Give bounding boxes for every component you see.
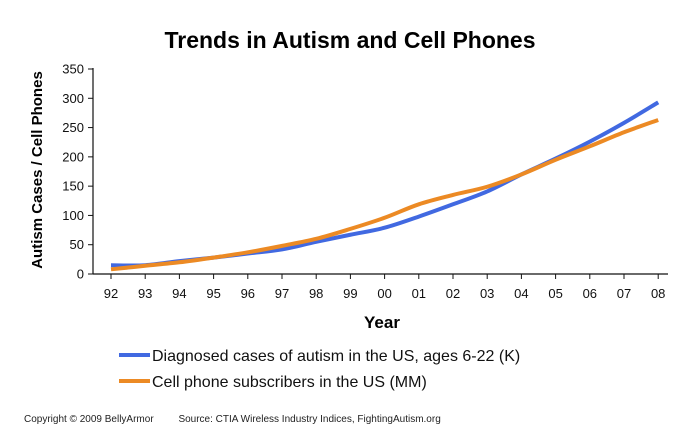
x-axis-label: Year: [364, 313, 400, 332]
x-tick-label: 93: [138, 286, 152, 301]
x-tick-label: 95: [206, 286, 220, 301]
x-tick-label: 07: [617, 286, 631, 301]
x-tick-label: 01: [412, 286, 426, 301]
x-tick-label: 99: [343, 286, 357, 301]
y-ticks: 0 50 100 150 200 250 300 350: [62, 62, 93, 282]
y-tick-label: 200: [62, 149, 84, 164]
footer: Copyright © 2009 BellyArmor Source: CTIA…: [24, 414, 463, 425]
legend: Diagnosed cases of autism in the US, age…: [119, 348, 520, 391]
y-tick-label: 0: [77, 267, 84, 282]
x-tick-label: 04: [514, 286, 528, 301]
x-tick-label: 97: [275, 286, 289, 301]
y-tick-label: 150: [62, 179, 84, 194]
y-axis-label: Autism Cases / Cell Phones: [29, 71, 46, 269]
x-tick-label: 92: [104, 286, 118, 301]
legend-label: Cell phone subscribers in the US (MM): [152, 374, 427, 391]
x-tick-label: 06: [583, 286, 597, 301]
y-tick-label: 100: [62, 208, 84, 223]
copyright-text: Copyright © 2009 BellyArmor: [24, 414, 154, 425]
y-tick-label: 350: [62, 62, 84, 77]
y-tick-label: 300: [62, 91, 84, 106]
series-line-autism: [110, 100, 660, 268]
y-tick-label: 50: [70, 237, 84, 252]
x-tick-label: 98: [309, 286, 323, 301]
x-ticks: 92 93 94 95 96 97 98 99 00 01 02 03 04 05 06 07 08: [104, 274, 665, 301]
y-tick-label: 250: [62, 120, 84, 135]
x-tick-label: 02: [446, 286, 460, 301]
series-line-cell-phones: [110, 118, 659, 272]
x-tick-label: 08: [651, 286, 665, 301]
x-tick-label: 03: [480, 286, 494, 301]
x-tick-label: 05: [548, 286, 562, 301]
source-text: Source: CTIA Wireless Industry Indices, …: [178, 414, 441, 425]
series-group: [110, 100, 660, 272]
x-tick-label: 94: [172, 286, 186, 301]
chart-title: Trends in Autism and Cell Phones: [164, 27, 535, 53]
x-tick-label: 00: [377, 286, 391, 301]
legend-label: Diagnosed cases of autism in the US, age…: [152, 348, 520, 365]
x-tick-label: 96: [241, 286, 255, 301]
